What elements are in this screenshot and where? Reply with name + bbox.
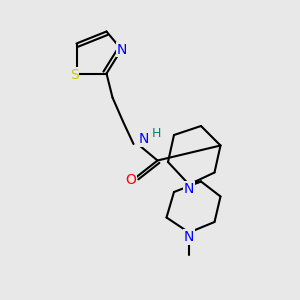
- Text: N: N: [139, 133, 149, 146]
- Text: H: H: [151, 127, 161, 140]
- Text: N: N: [184, 230, 194, 244]
- Text: O: O: [125, 173, 136, 187]
- Text: S: S: [70, 68, 79, 82]
- Text: N: N: [184, 182, 194, 196]
- Text: N: N: [116, 43, 127, 56]
